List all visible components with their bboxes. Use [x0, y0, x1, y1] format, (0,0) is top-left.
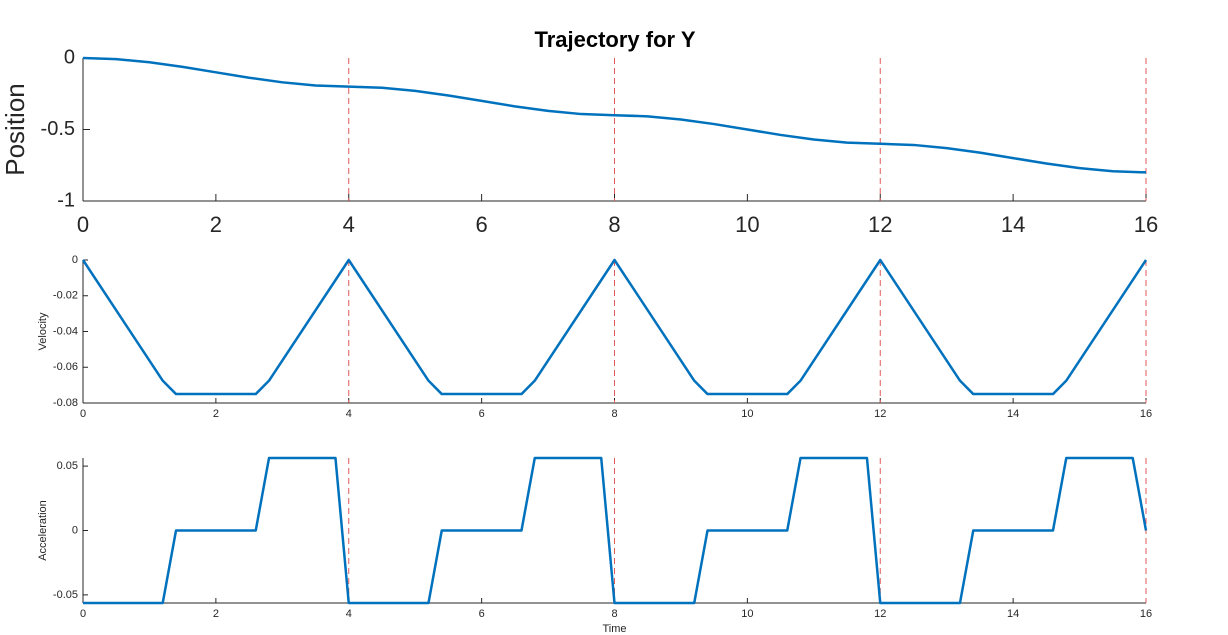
subplot-2: 0 2 4 6 8 10 12 14 16 -0.08 -0.06 -0.04 -0.02 0 Veloci… — [37, 254, 1152, 420]
y-tick-label: -0.5 — [41, 118, 75, 140]
y-tick-label: 0.05 — [57, 460, 78, 472]
y-axis-label: Velocity — [37, 312, 49, 350]
x-tick-label: 8 — [611, 608, 617, 620]
series-line — [81, 258, 1148, 396]
x-tick-label: 2 — [210, 212, 222, 237]
subplot-1: 0 2 4 6 8 10 12 14 16 -1 -0.5 0 Position — [0, 46, 1158, 237]
x-tick-label: 0 — [80, 608, 86, 620]
series-line — [83, 456, 1148, 605]
x-tick-label: 0 — [80, 408, 86, 420]
x-tick-label: 16 — [1134, 212, 1158, 237]
x-tick-label: 16 — [1140, 608, 1152, 620]
x-tick-label: 6 — [479, 608, 485, 620]
y-tick-label: 0 — [64, 46, 75, 68]
y-tick-label: -0.08 — [53, 397, 78, 409]
x-tick-label: 14 — [1007, 408, 1019, 420]
x-tick-label: 10 — [741, 408, 753, 420]
y-axis-label: Acceleration — [37, 500, 49, 561]
y-tick-label: -0.02 — [53, 290, 78, 302]
x-tick-label: 8 — [608, 212, 620, 237]
x-tick-label: 14 — [1001, 212, 1025, 237]
x-tick-label: 4 — [343, 212, 355, 237]
x-tick-label: 8 — [611, 408, 617, 420]
y-tick-label: 0 — [72, 524, 78, 536]
x-tick-label: 0 — [77, 212, 89, 237]
y-tick-label: 0 — [72, 254, 78, 266]
x-tick-label: 6 — [479, 408, 485, 420]
x-tick-label: 12 — [868, 212, 892, 237]
x-axis-label: Time — [602, 623, 626, 635]
chart-title: Trajectory for Y — [535, 27, 696, 52]
series-line — [82, 56, 1147, 174]
x-tick-label: 12 — [874, 608, 886, 620]
x-tick-label: 2 — [213, 408, 219, 420]
y-tick-label: -0.04 — [53, 325, 78, 337]
x-tick-label: 6 — [476, 212, 488, 237]
x-tick-label: 14 — [1007, 608, 1019, 620]
x-tick-label: 4 — [346, 608, 352, 620]
y-tick-label: -0.06 — [53, 361, 78, 373]
y-axis-label: Position — [0, 83, 30, 176]
y-tick-label: -0.05 — [53, 589, 78, 601]
x-tick-label: 10 — [735, 212, 759, 237]
x-tick-label: 10 — [741, 608, 753, 620]
x-tick-label: 2 — [213, 608, 219, 620]
x-tick-label: 16 — [1140, 408, 1152, 420]
x-tick-label: 12 — [874, 408, 886, 420]
x-tick-label: 4 — [346, 408, 352, 420]
y-tick-label: -1 — [57, 189, 75, 211]
